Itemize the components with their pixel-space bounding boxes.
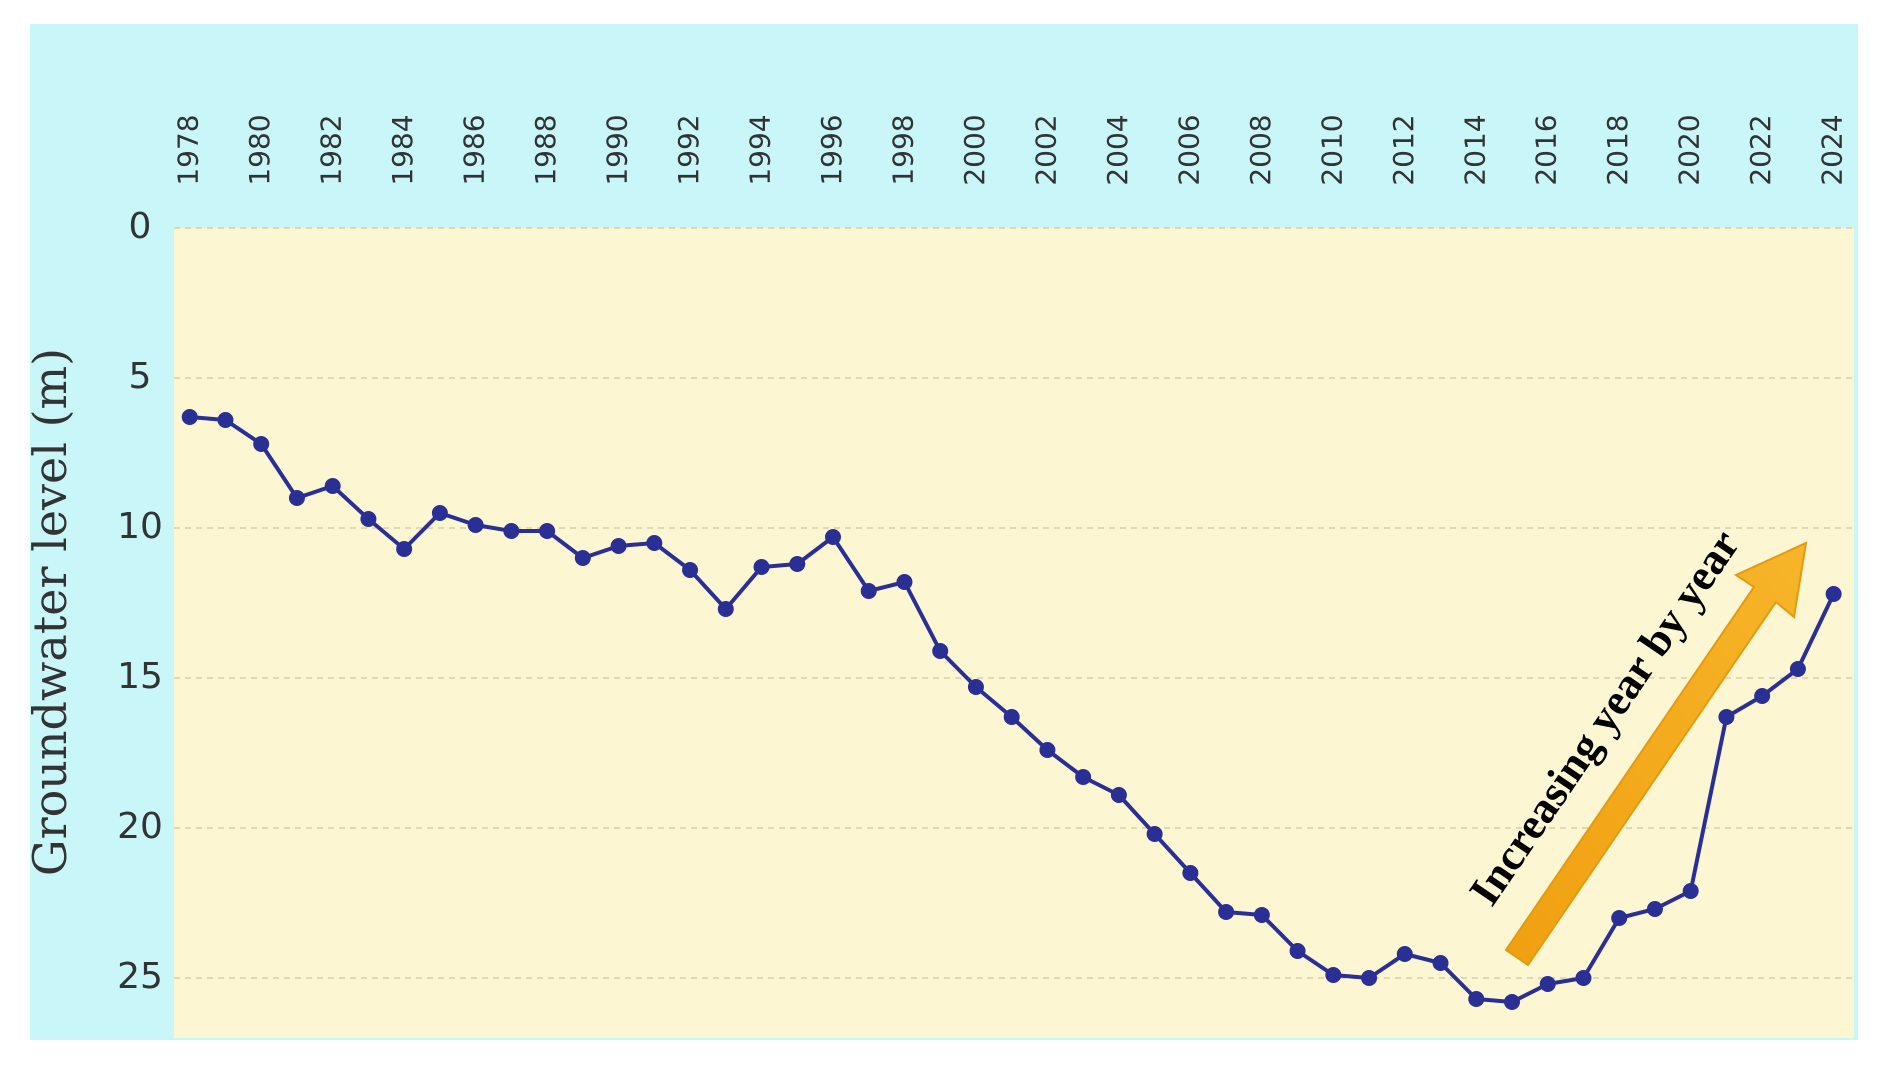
x-tick-label: 1986 xyxy=(458,114,491,185)
data-point xyxy=(1325,967,1342,983)
data-point xyxy=(1432,955,1449,971)
x-tick-label: 1988 xyxy=(529,114,562,185)
data-point xyxy=(1575,970,1592,986)
data-point xyxy=(181,409,198,425)
x-tick-label: 2022 xyxy=(1744,114,1777,185)
x-tick-label: 2002 xyxy=(1029,114,1062,185)
data-point xyxy=(1075,769,1092,785)
data-point xyxy=(896,574,913,590)
y-tick-label: 5 xyxy=(129,356,152,397)
data-point xyxy=(1253,907,1270,923)
y-tick-label: 25 xyxy=(117,956,163,997)
data-point xyxy=(539,523,556,539)
x-tick-label: 1984 xyxy=(386,114,419,185)
y-tick-label: 0 xyxy=(129,206,152,247)
trend-arrow xyxy=(1504,541,1808,967)
x-tick-label: 1982 xyxy=(315,114,348,185)
plot-area xyxy=(174,228,1854,1038)
data-point xyxy=(253,436,270,452)
y-tick-label: 20 xyxy=(117,806,163,847)
data-point xyxy=(396,541,413,557)
y-tick-label: 15 xyxy=(117,656,163,697)
data-point xyxy=(1039,742,1056,758)
x-tick-label: 2012 xyxy=(1387,114,1420,185)
data-point xyxy=(682,562,699,578)
data-point xyxy=(1468,991,1485,1007)
x-tick-label: 2000 xyxy=(958,114,991,185)
x-tick-label: 2020 xyxy=(1673,114,1706,185)
data-point xyxy=(1789,661,1806,677)
data-point xyxy=(288,490,305,506)
data-point xyxy=(1361,970,1378,986)
x-tick-label: 1994 xyxy=(744,114,777,185)
data-point xyxy=(610,538,627,554)
data-point xyxy=(1289,943,1306,959)
x-tick-label: 2016 xyxy=(1530,114,1563,185)
data-point xyxy=(1825,586,1842,602)
data-point xyxy=(503,523,520,539)
x-tick-label: 1980 xyxy=(243,114,276,185)
data-point xyxy=(1754,688,1771,704)
x-tick-label: 1990 xyxy=(601,114,634,185)
data-point xyxy=(431,505,448,521)
data-point xyxy=(717,601,734,617)
data-point xyxy=(467,517,484,533)
data-point xyxy=(1110,787,1127,803)
x-tick-label: 1978 xyxy=(172,114,205,185)
data-point xyxy=(860,583,877,599)
data-point xyxy=(217,412,234,428)
x-tick-label: 2004 xyxy=(1101,114,1134,185)
data-point xyxy=(1539,976,1556,992)
y-tick-label: 10 xyxy=(117,506,163,547)
x-tick-label: 2014 xyxy=(1458,114,1491,185)
data-point xyxy=(789,556,806,572)
y-axis-label: Groundwater level (m) xyxy=(23,348,77,876)
x-tick-label: 2008 xyxy=(1244,114,1277,185)
data-point xyxy=(1682,883,1699,899)
data-point xyxy=(646,535,663,551)
x-tick-label: 1996 xyxy=(815,114,848,185)
x-tick-label: 1992 xyxy=(672,114,705,185)
data-point xyxy=(324,478,341,494)
data-point xyxy=(1003,709,1020,725)
x-tick-label: 2018 xyxy=(1601,114,1634,185)
data-point xyxy=(1503,994,1520,1010)
data-point xyxy=(1146,826,1163,842)
data-point xyxy=(1718,709,1735,725)
x-tick-label: 2006 xyxy=(1172,114,1205,185)
data-point xyxy=(967,679,984,695)
data-point xyxy=(1611,910,1628,926)
data-point xyxy=(753,559,770,575)
data-point xyxy=(1218,904,1235,920)
data-point xyxy=(1646,901,1663,917)
x-tick-label: 1998 xyxy=(886,114,919,185)
data-point xyxy=(1396,946,1413,962)
data-point xyxy=(360,511,377,527)
x-tick-label: 2010 xyxy=(1315,114,1348,185)
data-point xyxy=(824,529,841,545)
data-point xyxy=(1182,865,1199,881)
data-point xyxy=(574,550,591,566)
data-point xyxy=(932,643,949,659)
x-tick-label: 2024 xyxy=(1816,114,1849,185)
